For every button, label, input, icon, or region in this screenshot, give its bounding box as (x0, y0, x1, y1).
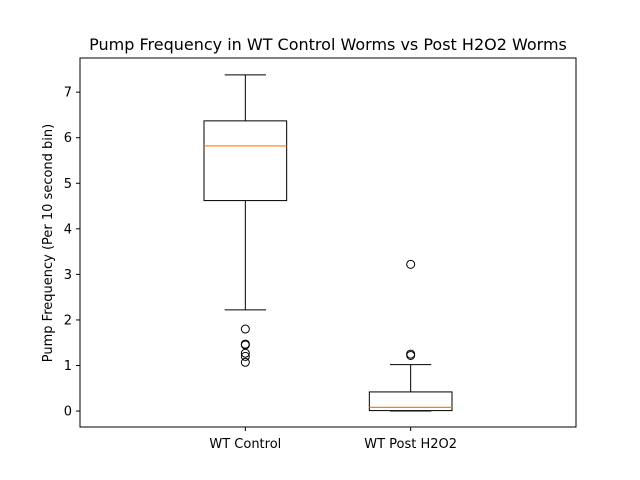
x-tick-label: WT Post H2O2 (364, 437, 457, 452)
y-tick-label: 1 (64, 359, 72, 374)
plot-area-frame (79, 57, 577, 428)
outlier-point (406, 350, 416, 360)
y-tick-label: 0 (64, 405, 72, 420)
iqr-box (203, 120, 288, 202)
outlier-point (240, 357, 250, 367)
y-tick-label: 2 (64, 313, 72, 328)
outlier-point (240, 348, 250, 358)
box-group (368, 259, 453, 412)
x-axis: WT Control WT Post H2O2 (209, 427, 457, 452)
outlier-point (240, 324, 250, 334)
x-tick-label: WT Control (209, 437, 281, 452)
iqr-box (368, 391, 453, 412)
box-group (203, 74, 288, 367)
outlier-point (406, 259, 416, 269)
y-tick-label: 6 (64, 131, 72, 146)
y-tick-label: 5 (64, 177, 72, 192)
y-axis: 0 1 2 3 4 5 6 7 (64, 86, 80, 420)
chart-title: Pump Frequency in WT Control Worms vs Po… (89, 35, 567, 54)
y-tick-label: 3 (64, 268, 72, 283)
y-tick-label: 4 (64, 222, 72, 237)
y-axis-label: Pump Frequency (Per 10 second bin) (41, 124, 56, 362)
outlier-point (240, 351, 250, 361)
y-tick-label: 7 (64, 86, 72, 101)
boxes (203, 74, 453, 412)
